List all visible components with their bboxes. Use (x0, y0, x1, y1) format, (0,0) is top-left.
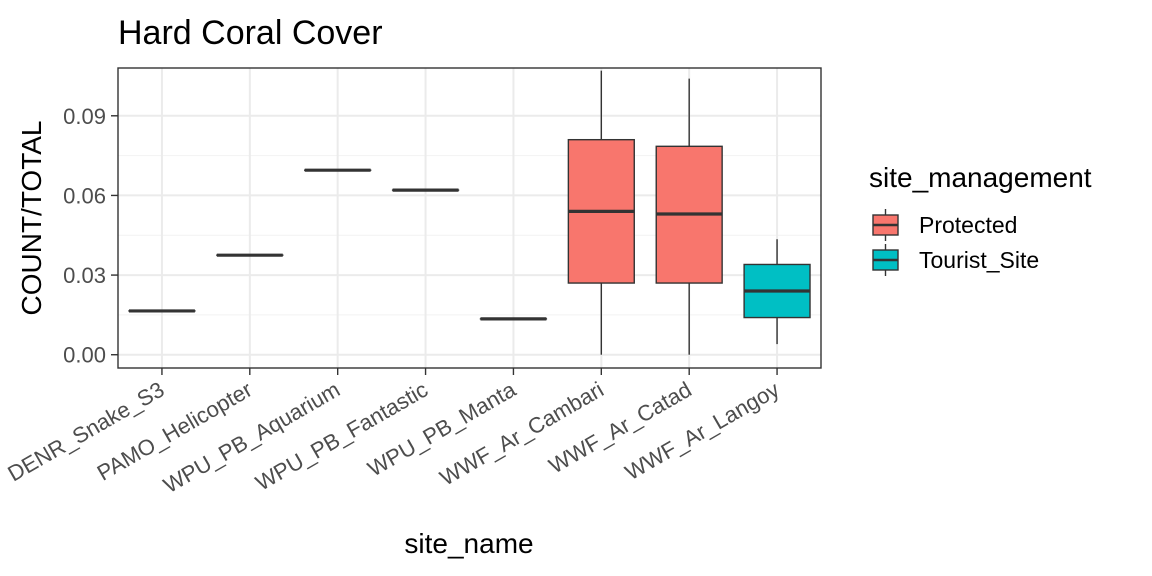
box-series (128, 70, 811, 355)
y-tick-label: 0.03 (63, 263, 106, 288)
legend-label: Protected (919, 212, 1017, 238)
plot-panel-border (117, 67, 822, 369)
y-tick-label: 0.00 (63, 343, 106, 368)
y-axis-title: COUNT/TOTAL (16, 121, 47, 316)
box-WWF_Ar_Langoy (743, 239, 811, 345)
box-WWF_Ar_Catad (655, 78, 723, 355)
chart-title: Hard Coral Cover (118, 14, 383, 52)
legend-item-Tourist_Site: Tourist_Site (872, 244, 1039, 276)
y-tick-label: 0.06 (63, 183, 106, 208)
legend-item-Protected: Protected (872, 209, 1017, 241)
y-axis: 0.00 0.03 0.06 0.09 (63, 104, 118, 368)
legend-title: site_management (869, 162, 1092, 193)
x-tick-label: DENR_Snake_S3 (3, 377, 168, 487)
x-axis-title: site_name (404, 528, 533, 559)
legend: site_management Protected Tourist_Site (869, 162, 1092, 276)
legend-label: Tourist_Site (919, 247, 1039, 273)
x-tick-label: WWF_Ar_Langoy (621, 377, 784, 485)
y-tick-label: 0.09 (63, 104, 106, 129)
grid-lines (118, 68, 821, 368)
x-tick-label: WWF_Ar_Cambari (435, 377, 607, 491)
box-WWF_Ar_Cambari (567, 70, 635, 355)
x-axis: DENR_Snake_S3PAMO_HelicopterWPU_PB_Aquar… (3, 368, 784, 498)
